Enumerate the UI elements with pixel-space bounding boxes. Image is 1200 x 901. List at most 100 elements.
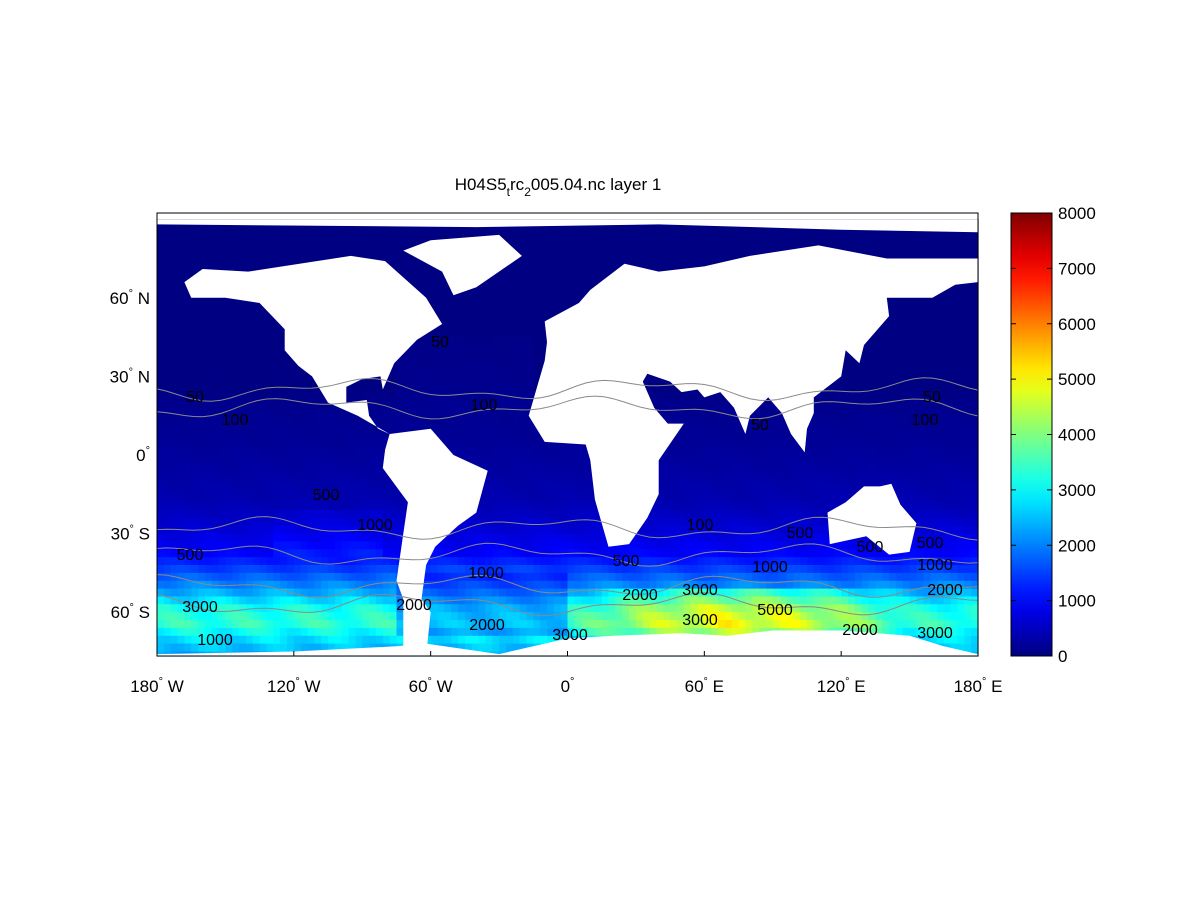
map-cell (745, 486, 753, 495)
map-cell (711, 525, 719, 535)
map-cell (786, 462, 794, 472)
map-cell (355, 250, 363, 260)
map-cell (916, 313, 924, 322)
map-cell (430, 376, 439, 385)
map-cell (930, 352, 938, 362)
map-cell (389, 478, 397, 488)
map-cell (273, 321, 281, 330)
map-cell (950, 502, 958, 511)
map-cell (581, 234, 589, 244)
map-cell (519, 439, 527, 448)
map-cell (971, 510, 979, 519)
map-cell (519, 400, 527, 409)
map-cell (752, 502, 760, 511)
map-cell (211, 242, 220, 252)
map-cell (225, 321, 233, 330)
map-cell (519, 289, 527, 299)
map-cell (245, 384, 254, 393)
map-cell (478, 455, 486, 464)
map-cell (512, 345, 521, 354)
map-cell (280, 337, 288, 346)
map-cell (663, 525, 671, 535)
map-cell (478, 227, 486, 236)
map-cell (252, 533, 261, 543)
map-cell (841, 455, 849, 464)
map-cell (239, 486, 247, 495)
map-cell (184, 360, 192, 370)
map-cell (245, 400, 254, 409)
map-cell (334, 525, 343, 535)
map-cell (547, 242, 555, 252)
map-cell (793, 478, 801, 488)
map-cell (841, 407, 849, 417)
map-cell (834, 400, 842, 409)
map-cell (588, 502, 596, 511)
map-cell (464, 305, 473, 315)
map-cell (553, 234, 562, 244)
map-cell (547, 462, 555, 472)
map-cell (916, 345, 924, 354)
map-cell (307, 400, 315, 409)
map-cell (800, 502, 808, 511)
map-cell (307, 533, 315, 543)
map-cell (389, 400, 397, 409)
map-cell (273, 345, 281, 354)
map-cell (184, 462, 192, 472)
map-cell (936, 447, 945, 456)
map-cell (718, 234, 726, 244)
map-cell (280, 455, 288, 464)
map-cell (266, 227, 274, 236)
map-cell (642, 227, 651, 236)
map-cell (314, 462, 322, 472)
map-cell (553, 266, 562, 275)
map-cell (950, 447, 958, 456)
map-cell (321, 447, 329, 456)
map-cell (560, 250, 569, 260)
map-cell (307, 242, 315, 252)
map-cell (533, 376, 541, 385)
map-cell (793, 510, 801, 519)
map-cell (512, 533, 521, 543)
map-cell (718, 392, 726, 401)
map-cell (807, 533, 815, 543)
map-cell (553, 517, 562, 527)
map-cell (211, 407, 220, 417)
map-cell (423, 423, 432, 433)
map-cell (807, 462, 815, 472)
map-cell (581, 486, 589, 495)
map-cell (252, 502, 261, 511)
map-cell (526, 533, 534, 543)
map-cell (971, 533, 979, 543)
map-cell (273, 368, 281, 377)
map-cell (232, 541, 240, 550)
map-cell (807, 510, 815, 519)
map-cell (964, 478, 972, 488)
map-cell (957, 400, 965, 409)
map-cell (964, 423, 972, 433)
map-cell (478, 329, 486, 338)
map-cell (813, 392, 822, 401)
map-cell (820, 525, 828, 535)
map-cell (574, 486, 582, 495)
map-cell (964, 368, 972, 377)
map-cell (471, 541, 480, 550)
map-cell (745, 510, 753, 519)
map-cell (471, 297, 480, 307)
map-cell (451, 227, 459, 236)
map-cell (841, 360, 849, 370)
map-cell (889, 455, 897, 464)
map-cell (170, 234, 179, 244)
map-cell (239, 415, 247, 425)
map-cell (471, 337, 480, 346)
map-cell (444, 384, 452, 393)
map-cell (950, 329, 958, 338)
map-cell (909, 447, 917, 456)
map-cell (396, 510, 404, 519)
map-cell (245, 525, 254, 535)
map-cell (670, 447, 678, 456)
map-cell (882, 234, 890, 244)
map-cell (547, 258, 555, 267)
map-cell (163, 423, 172, 433)
map-cell (964, 337, 972, 346)
map-cell (211, 321, 220, 330)
